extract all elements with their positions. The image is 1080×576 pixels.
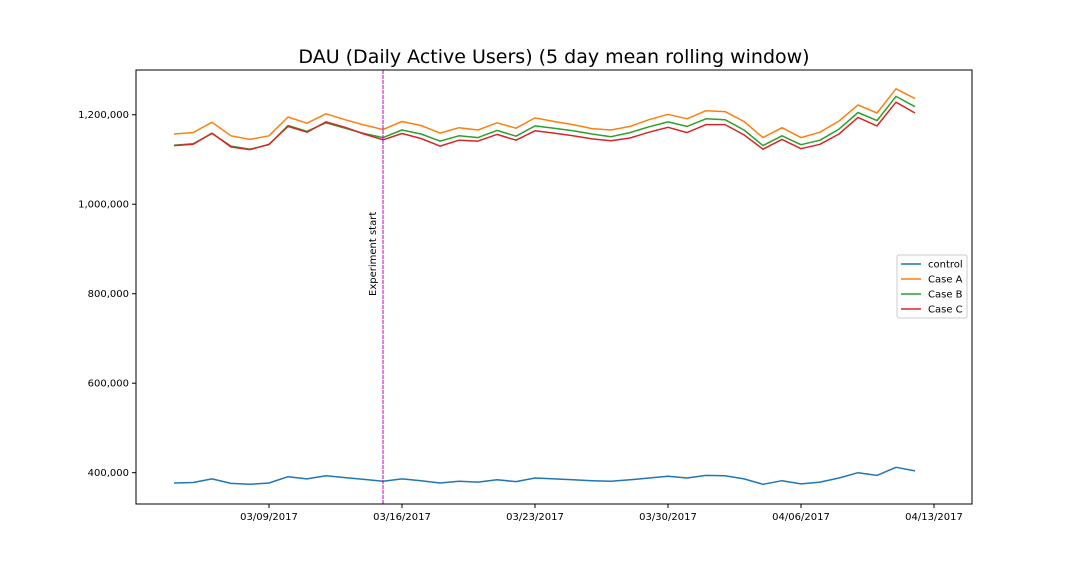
legend-label: Case C xyxy=(928,305,963,316)
x-tick-label: 04/06/2017 xyxy=(772,512,830,523)
y-axis: 400,000 600,000 800,000 1,000,000 1,200,000 xyxy=(78,110,136,479)
y-tick-label: 1,000,000 xyxy=(78,200,129,211)
x-tick-label: 03/16/2017 xyxy=(373,512,431,523)
legend-label: control xyxy=(928,260,963,271)
y-tick-label: 400,000 xyxy=(88,468,129,479)
series-line-case-b xyxy=(173,95,916,150)
plot-frame xyxy=(135,69,973,505)
x-tick-label: 03/23/2017 xyxy=(506,512,564,523)
legend-label: Case B xyxy=(928,290,963,301)
series-line-case-a xyxy=(173,88,916,141)
legend: control Case A Case B Case C xyxy=(896,254,968,319)
y-tick-label: 800,000 xyxy=(88,289,129,300)
series-line-control xyxy=(173,466,916,486)
experiment-start-label: Experiment start xyxy=(368,212,379,296)
x-tick-label: 03/09/2017 xyxy=(240,512,298,523)
y-tick-label: 600,000 xyxy=(88,379,129,390)
legend-box xyxy=(896,254,968,319)
plot-lines xyxy=(173,88,916,486)
x-tick-label: 04/13/2017 xyxy=(905,512,963,523)
series-line-case-c xyxy=(173,101,916,151)
annotation: Experiment start xyxy=(368,70,384,504)
chart-title: DAU (Daily Active Users) (5 day mean rol… xyxy=(298,46,809,68)
y-tick-label: 1,200,000 xyxy=(78,110,129,121)
x-tick-label: 03/30/2017 xyxy=(639,512,697,523)
x-axis: 03/09/2017 03/16/2017 03/23/2017 03/30/2017… xyxy=(240,504,963,523)
legend-label: Case A xyxy=(928,275,963,286)
